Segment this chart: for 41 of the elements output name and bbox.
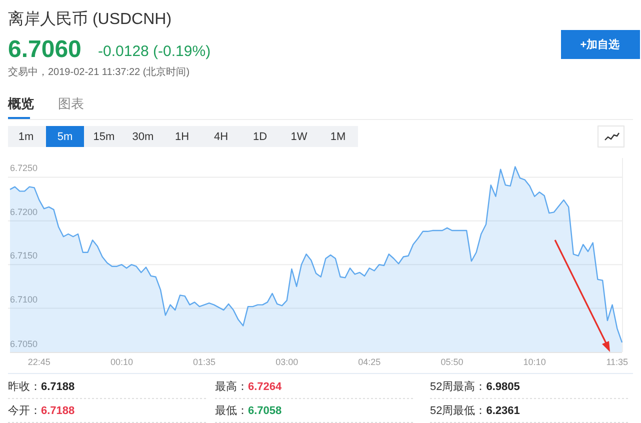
annotation: 6.2361 [486, 405, 520, 417]
annotation: 最高： [215, 381, 248, 393]
y-tick-label: 6.7200 [10, 206, 38, 217]
annotation: 6.7264 [248, 381, 282, 393]
x-tick-label: 03:00 [276, 357, 298, 367]
annotation: 4H [214, 131, 228, 143]
x-tick-label: 05:50 [440, 357, 464, 367]
title: 离岸人民币 (USDCNH) [8, 11, 172, 28]
annotation: -0.0128 (-0.19%) [98, 43, 211, 60]
annotation: 30m [132, 131, 154, 143]
annotation: 6.7188 [41, 381, 75, 393]
annotation: 1m [18, 131, 34, 143]
x-tick-label: 00:10 [110, 357, 133, 367]
annotation: 1W [290, 131, 308, 143]
x-tick-label: 22:45 [28, 357, 50, 367]
annotation: 6.9805 [486, 381, 520, 393]
x-tick-label: 11:35 [606, 357, 628, 367]
annotation: 6.7188 [41, 405, 75, 417]
annotation: 52周最低： [430, 405, 486, 417]
annotation: 今开： [8, 405, 41, 417]
annotation: 1H [174, 131, 190, 143]
annotation: 概览 [8, 96, 34, 111]
annotation: 5m [57, 131, 73, 143]
x-tick-label: 01:35 [193, 357, 216, 367]
annotation: 交易中，2019-02-21 11:37:22 (北京时间) [8, 67, 190, 78]
annotation: 1D [252, 131, 268, 143]
annotation: 6.7058 [248, 405, 282, 417]
annotation: +加自选 [580, 39, 620, 51]
y-tick-label: 6.7050 [10, 339, 38, 349]
y-tick-label: 6.7150 [10, 250, 38, 261]
y-tick-label: 6.7250 [10, 163, 38, 174]
annotation: 6.7060 [8, 36, 82, 63]
annotation: 图表 [58, 96, 84, 111]
annotation: 1M [330, 131, 346, 143]
annotation: 最低： [215, 405, 248, 417]
y-tick-label: 6.7100 [10, 294, 38, 304]
annotation: 52周最高： [430, 381, 486, 393]
x-tick-label: 04:25 [358, 357, 381, 367]
x-tick-label: 10:10 [523, 357, 546, 367]
annotation: 昨收： [8, 381, 41, 393]
annotation: 15m [93, 131, 115, 143]
